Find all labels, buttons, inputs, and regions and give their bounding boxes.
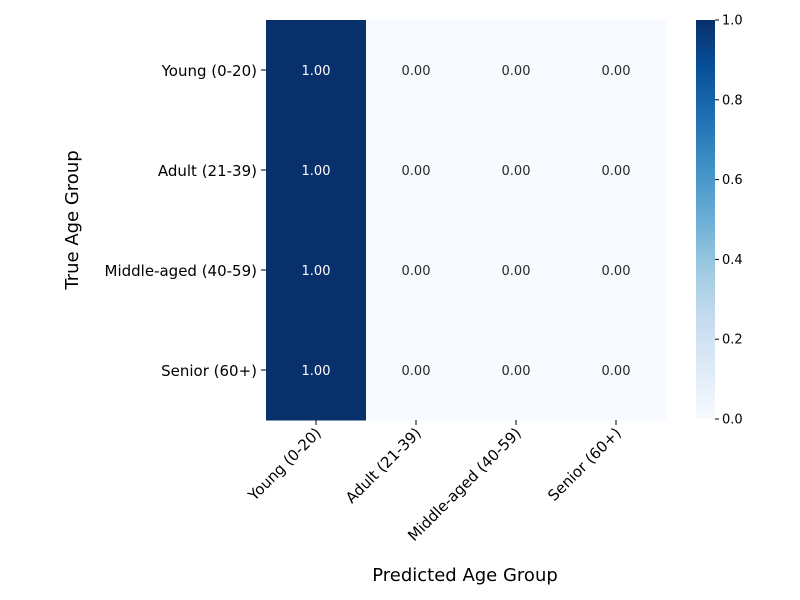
heatmap-cell bbox=[266, 220, 367, 321]
colorbar-tick-label: 0.8 bbox=[722, 93, 743, 108]
heatmap-cell-label: 1.00 bbox=[302, 364, 331, 379]
y-axis-title: True Age Group bbox=[62, 150, 83, 290]
heatmap-cell-label: 1.00 bbox=[302, 164, 331, 179]
colorbar-gradient bbox=[696, 20, 715, 419]
x-tick-label: Middle-aged (40-59) bbox=[404, 424, 525, 545]
heatmap-cell-label: 1.00 bbox=[302, 264, 331, 279]
heatmap-cell-label: 0.00 bbox=[402, 164, 431, 179]
x-tick-label: Senior (60+) bbox=[544, 424, 625, 505]
y-axis: Young (0-20) Adult (21-39) Middle-aged (40… bbox=[105, 62, 266, 380]
colorbar-tick-label: 0.4 bbox=[722, 253, 743, 268]
colorbar-tick-label: 0.6 bbox=[722, 173, 743, 188]
y-tick-label: Adult (21-39) bbox=[158, 162, 257, 180]
heatmap-cell bbox=[566, 120, 667, 221]
heatmap-cell bbox=[566, 20, 667, 121]
heatmap-cell bbox=[566, 320, 667, 421]
heatmap-cell bbox=[566, 220, 667, 321]
colorbar: 0.0 0.2 0.4 0.6 0.8 1.0 bbox=[696, 14, 743, 428]
heatmap-cell-label: 0.00 bbox=[502, 64, 531, 79]
x-axis-title: Predicted Age Group bbox=[372, 565, 558, 586]
y-tick-label: Senior (60+) bbox=[161, 362, 257, 380]
heatmap-cell bbox=[266, 120, 367, 221]
heatmap-cell-label: 0.00 bbox=[502, 264, 531, 279]
y-tick-label: Young (0-20) bbox=[161, 62, 257, 80]
heatmap-cell-labels: 1.00 0.00 0.00 0.00 1.00 0.00 0.00 0.00 1.00 0.00… bbox=[302, 64, 631, 379]
colorbar-tick-label: 0.2 bbox=[722, 333, 743, 348]
heatmap-cell bbox=[266, 320, 367, 421]
heatmap-cell-label: 0.00 bbox=[502, 164, 531, 179]
heatmap-cell-label: 0.00 bbox=[602, 164, 631, 179]
heatmap-cell-label: 1.00 bbox=[302, 64, 331, 79]
heatmap-cells bbox=[266, 20, 667, 421]
heatmap-cell bbox=[466, 20, 567, 121]
heatmap-cell bbox=[266, 20, 367, 121]
heatmap-cell bbox=[366, 20, 467, 121]
heatmap-cell-label: 0.00 bbox=[402, 264, 431, 279]
heatmap-cell bbox=[366, 320, 467, 421]
heatmap-cell-label: 0.00 bbox=[502, 364, 531, 379]
colorbar-tick-label: 0.0 bbox=[722, 413, 743, 428]
heatmap-cell bbox=[366, 120, 467, 221]
heatmap-cell-label: 0.00 bbox=[402, 364, 431, 379]
x-axis: Young (0-20) Adult (21-39)Middle-aged (40… bbox=[244, 420, 625, 545]
heatmap-cell bbox=[366, 220, 467, 321]
heatmap-cell bbox=[466, 320, 567, 421]
heatmap-cell bbox=[466, 220, 567, 321]
x-tick-label: Adult (21-39) bbox=[342, 424, 425, 507]
heatmap-cell-label: 0.00 bbox=[602, 64, 631, 79]
colorbar-tick-label: 1.0 bbox=[722, 14, 743, 29]
x-tick-label: Young (0-20) bbox=[244, 424, 325, 505]
heatmap-cell bbox=[466, 120, 567, 221]
heatmap-cell-label: 0.00 bbox=[602, 364, 631, 379]
heatmap-cell-label: 0.00 bbox=[402, 64, 431, 79]
y-tick-label: Middle-aged (40-59) bbox=[105, 262, 257, 280]
heatmap-cell-label: 0.00 bbox=[602, 264, 631, 279]
